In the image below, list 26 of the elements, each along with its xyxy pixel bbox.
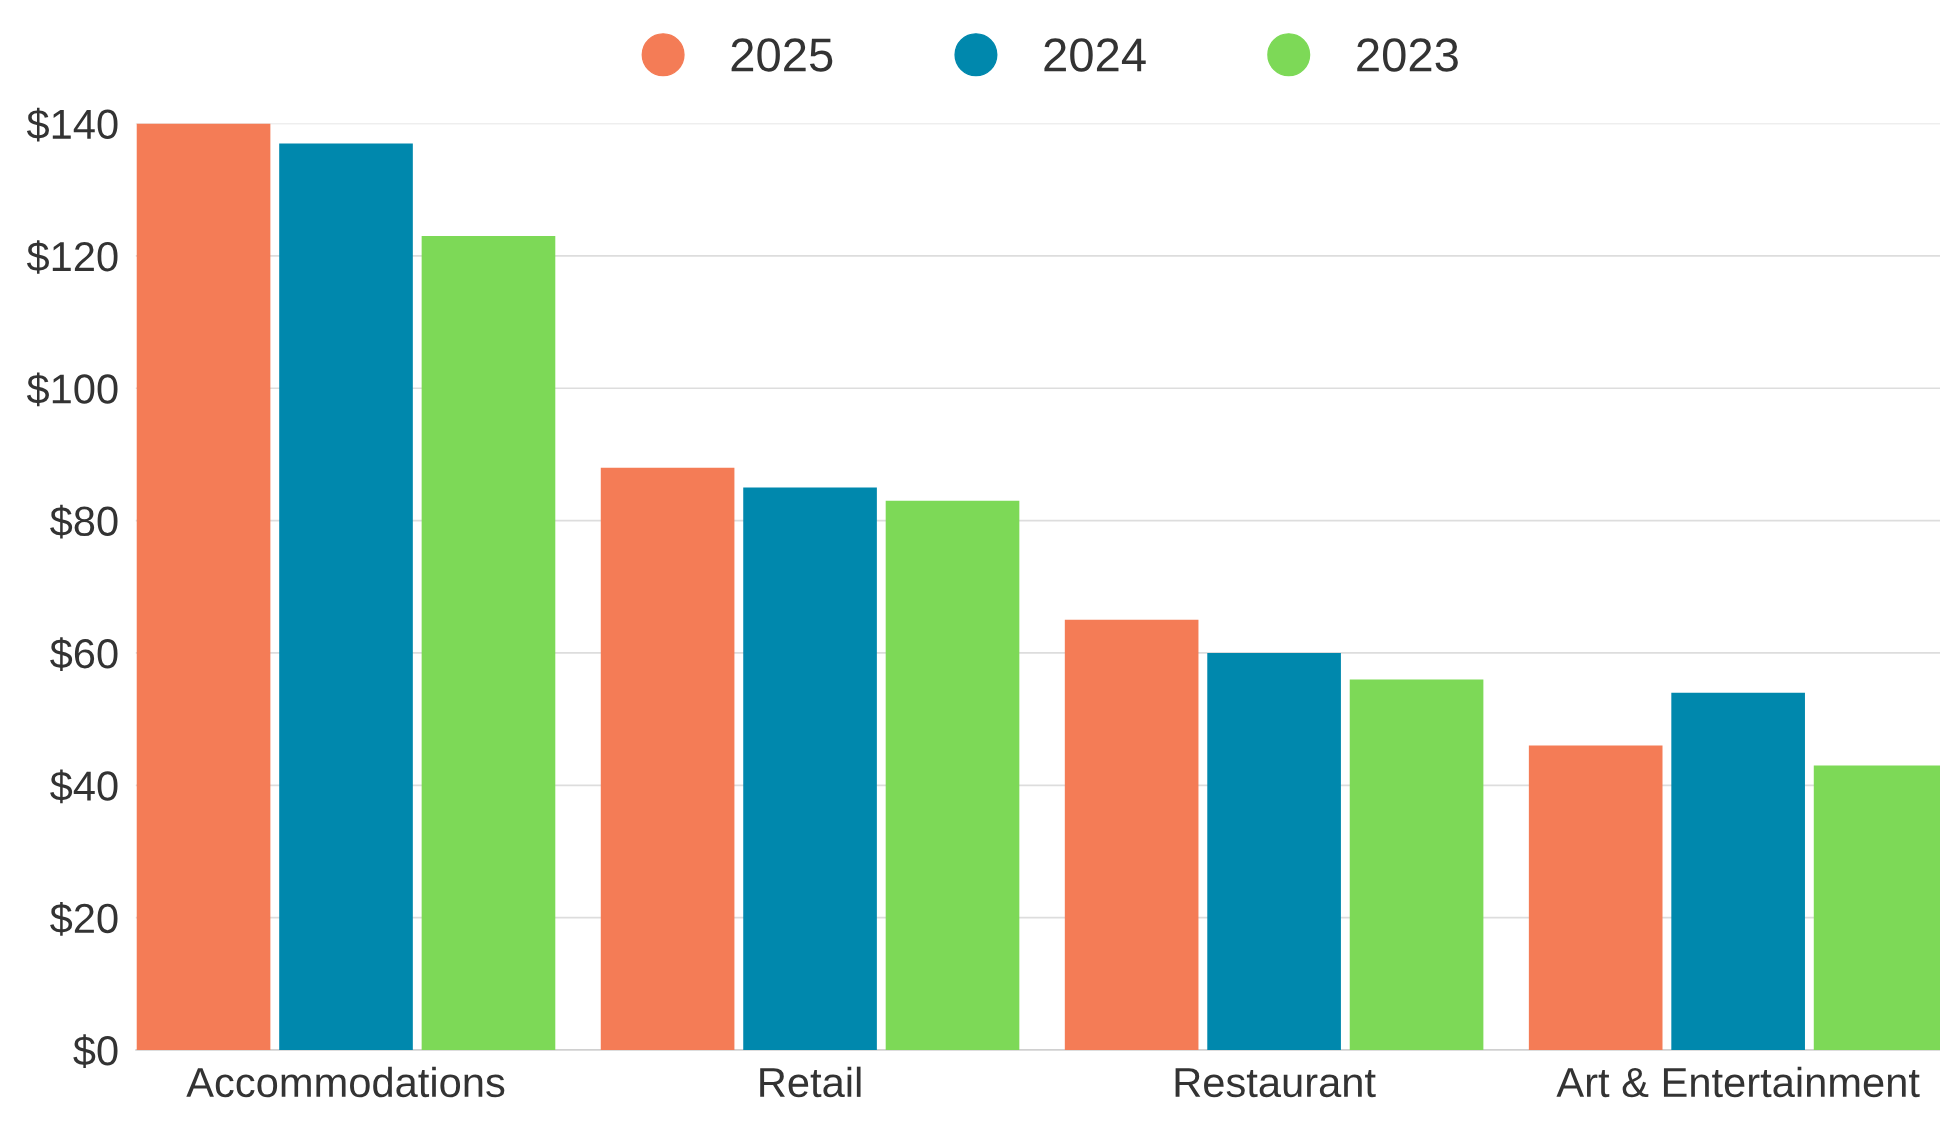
y-tick-label: $140 (26, 107, 118, 142)
y-tick-label: $20 (50, 901, 118, 936)
bar (136, 123, 271, 1050)
x-tick-label: Retail (760, 1066, 861, 1098)
bar (600, 467, 735, 1050)
x-tick-label: Accommodations (186, 1066, 505, 1098)
y-tick-label: $60 (50, 637, 118, 671)
legend-label: 2025 (731, 38, 833, 72)
legend-label: 2024 (1044, 38, 1146, 72)
bar (279, 143, 413, 1050)
bar (1528, 745, 1663, 1050)
bar (1671, 692, 1805, 1050)
x-tick-label: Art & Entertainment (1556, 1066, 1920, 1098)
bar (1207, 652, 1341, 1050)
x-tick-label: Restaurant (1175, 1068, 1376, 1098)
y-tick-label: $80 (50, 504, 118, 539)
bar (421, 236, 556, 1050)
legend-label: 2023 (1357, 38, 1458, 72)
y-tick-label: $40 (50, 769, 118, 804)
bar (743, 487, 877, 1050)
bar (885, 500, 1020, 1050)
bar (1064, 619, 1199, 1050)
y-tick-label: $100 (26, 372, 118, 407)
bar (1349, 679, 1484, 1050)
y-tick-label: $120 (26, 240, 118, 274)
y-tick-label: $0 (73, 1034, 118, 1068)
